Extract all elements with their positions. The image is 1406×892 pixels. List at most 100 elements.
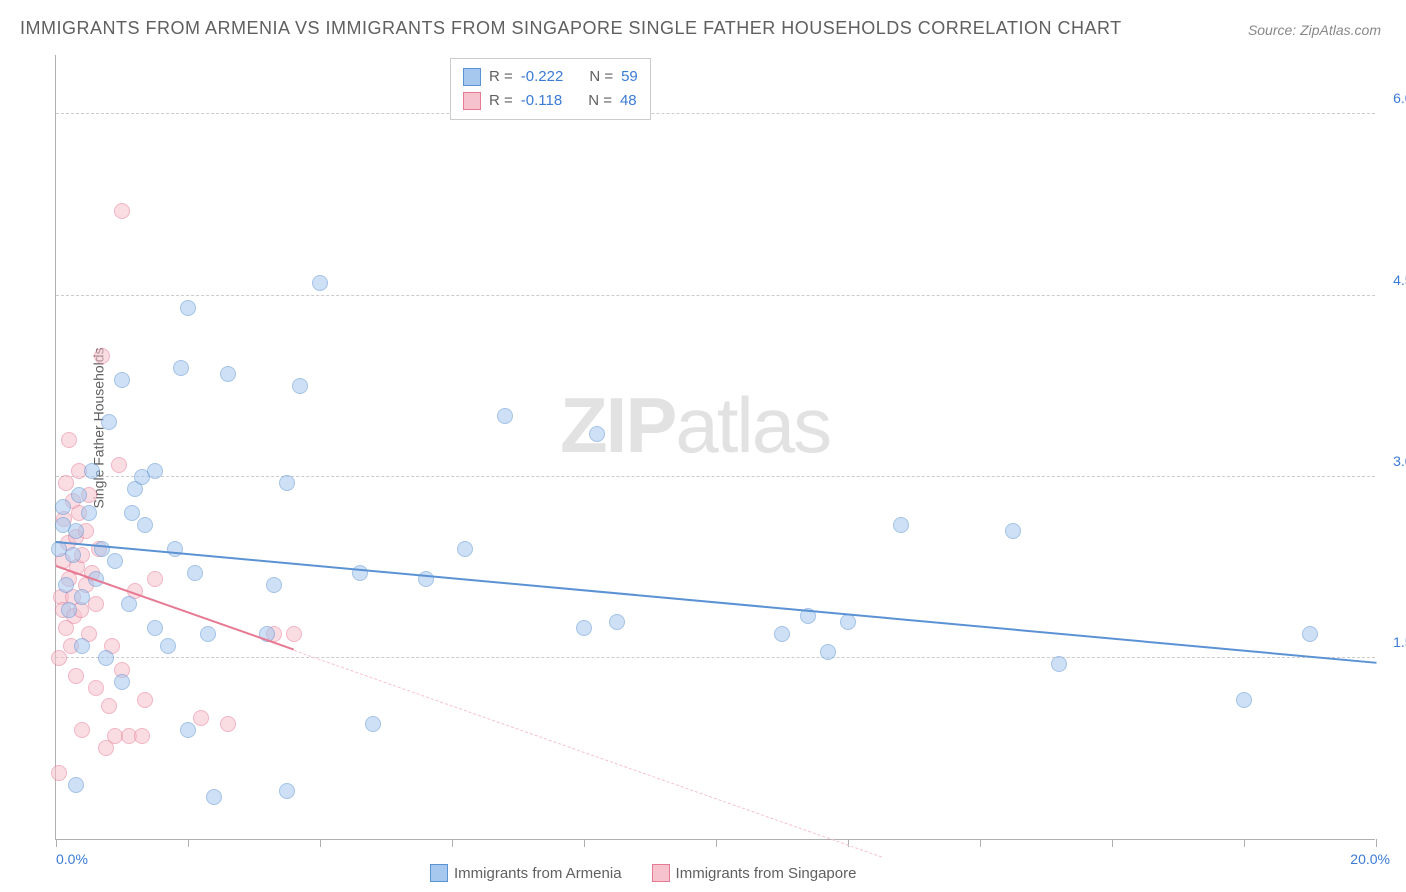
scatter-point bbox=[147, 571, 163, 587]
series-swatch bbox=[463, 68, 481, 86]
gridline bbox=[56, 295, 1375, 296]
scatter-point bbox=[187, 565, 203, 581]
scatter-point bbox=[137, 517, 153, 533]
scatter-point bbox=[774, 626, 790, 642]
scatter-point bbox=[220, 716, 236, 732]
scatter-point bbox=[68, 668, 84, 684]
legend-item: Immigrants from Armenia bbox=[430, 864, 622, 882]
scatter-point bbox=[101, 698, 117, 714]
scatter-point bbox=[365, 716, 381, 732]
scatter-point bbox=[457, 541, 473, 557]
scatter-point bbox=[98, 650, 114, 666]
scatter-point bbox=[68, 777, 84, 793]
scatter-point bbox=[114, 372, 130, 388]
x-tick bbox=[188, 839, 189, 847]
scatter-point bbox=[101, 414, 117, 430]
scatter-point bbox=[160, 638, 176, 654]
scatter-point bbox=[74, 638, 90, 654]
x-tick bbox=[1376, 839, 1377, 847]
scatter-point bbox=[114, 674, 130, 690]
scatter-point bbox=[55, 499, 71, 515]
plot-area: 1.5%3.0%4.5%6.0%0.0%20.0% bbox=[55, 55, 1375, 840]
scatter-point bbox=[292, 378, 308, 394]
scatter-point bbox=[1005, 523, 1021, 539]
scatter-point bbox=[180, 722, 196, 738]
x-tick bbox=[56, 839, 57, 847]
scatter-point bbox=[206, 789, 222, 805]
gridline bbox=[56, 476, 1375, 477]
scatter-point bbox=[1051, 656, 1067, 672]
scatter-point bbox=[147, 620, 163, 636]
scatter-point bbox=[111, 457, 127, 473]
scatter-point bbox=[220, 366, 236, 382]
x-tick bbox=[716, 839, 717, 847]
scatter-point bbox=[74, 722, 90, 738]
scatter-point bbox=[81, 505, 97, 521]
scatter-point bbox=[74, 589, 90, 605]
scatter-point bbox=[312, 275, 328, 291]
r-value: -0.118 bbox=[521, 89, 562, 113]
scatter-point bbox=[147, 463, 163, 479]
scatter-point bbox=[84, 463, 100, 479]
stats-box: R =-0.222N =59R =-0.118N =48 bbox=[450, 58, 651, 120]
scatter-point bbox=[180, 300, 196, 316]
scatter-point bbox=[286, 626, 302, 642]
scatter-point bbox=[114, 203, 130, 219]
scatter-point bbox=[61, 432, 77, 448]
trend-line-dashed bbox=[293, 650, 881, 857]
legend-swatch bbox=[652, 864, 670, 882]
scatter-point bbox=[266, 577, 282, 593]
x-tick bbox=[1244, 839, 1245, 847]
n-value: 48 bbox=[620, 89, 637, 113]
scatter-point bbox=[65, 547, 81, 563]
scatter-point bbox=[121, 596, 137, 612]
gridline bbox=[56, 113, 1375, 114]
scatter-point bbox=[94, 348, 110, 364]
r-value: -0.222 bbox=[521, 65, 564, 89]
scatter-point bbox=[167, 541, 183, 557]
scatter-point bbox=[576, 620, 592, 636]
x-tick-max-label: 20.0% bbox=[1350, 851, 1390, 867]
scatter-point bbox=[893, 517, 909, 533]
scatter-point bbox=[61, 602, 77, 618]
scatter-point bbox=[279, 475, 295, 491]
scatter-point bbox=[107, 553, 123, 569]
r-label: R = bbox=[489, 65, 513, 89]
scatter-point bbox=[609, 614, 625, 630]
scatter-point bbox=[820, 644, 836, 660]
scatter-point bbox=[137, 692, 153, 708]
y-tick-label: 1.5% bbox=[1380, 634, 1406, 650]
x-tick bbox=[980, 839, 981, 847]
x-tick bbox=[452, 839, 453, 847]
scatter-point bbox=[68, 523, 84, 539]
n-label: N = bbox=[588, 89, 612, 113]
legend-label: Immigrants from Singapore bbox=[676, 865, 857, 882]
x-tick bbox=[1112, 839, 1113, 847]
gridline bbox=[56, 657, 1375, 658]
legend-item: Immigrants from Singapore bbox=[652, 864, 857, 882]
y-tick-label: 4.5% bbox=[1380, 272, 1406, 288]
scatter-point bbox=[497, 408, 513, 424]
legend-swatch bbox=[430, 864, 448, 882]
scatter-point bbox=[589, 426, 605, 442]
legend-label: Immigrants from Armenia bbox=[454, 865, 622, 882]
y-tick-label: 6.0% bbox=[1380, 90, 1406, 106]
scatter-point bbox=[58, 475, 74, 491]
scatter-point bbox=[193, 710, 209, 726]
x-tick bbox=[584, 839, 585, 847]
trend-line bbox=[56, 541, 1376, 664]
scatter-point bbox=[1302, 626, 1318, 642]
y-tick-label: 3.0% bbox=[1380, 453, 1406, 469]
scatter-point bbox=[51, 765, 67, 781]
scatter-point bbox=[134, 728, 150, 744]
n-label: N = bbox=[589, 65, 613, 89]
scatter-point bbox=[71, 487, 87, 503]
stats-row: R =-0.118N =48 bbox=[463, 89, 638, 113]
scatter-point bbox=[58, 577, 74, 593]
scatter-point bbox=[279, 783, 295, 799]
source-attribution: Source: ZipAtlas.com bbox=[1248, 22, 1381, 38]
scatter-point bbox=[124, 505, 140, 521]
scatter-point bbox=[173, 360, 189, 376]
scatter-point bbox=[1236, 692, 1252, 708]
bottom-legend: Immigrants from Armenia Immigrants from S… bbox=[430, 864, 856, 882]
